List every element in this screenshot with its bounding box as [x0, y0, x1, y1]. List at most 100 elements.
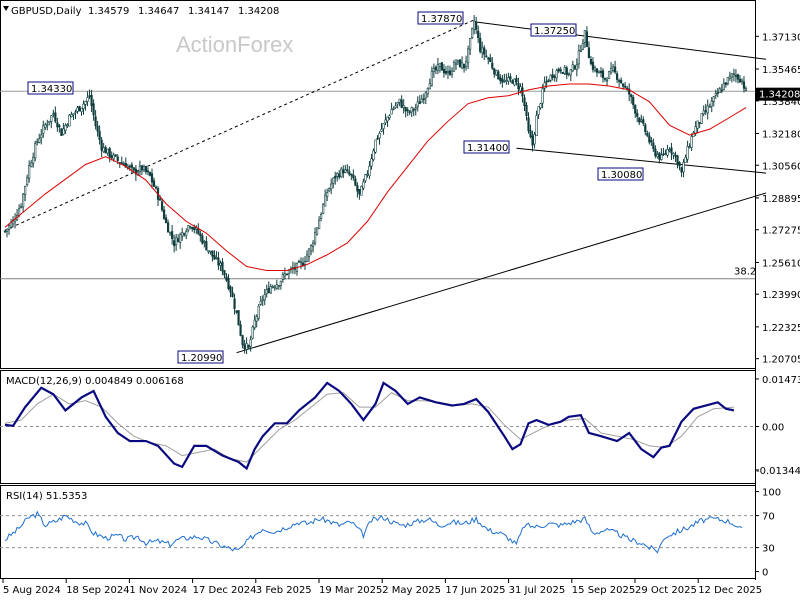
candle-body [263, 294, 266, 301]
candle-body [221, 261, 224, 272]
candle-body [80, 107, 83, 112]
candle-body [577, 50, 580, 65]
candle-body [414, 107, 417, 110]
candle-body [539, 103, 542, 109]
candle-body [712, 96, 715, 102]
rsi-tick-label: 0 [762, 568, 768, 579]
candle-body [142, 166, 146, 171]
candle-body [253, 319, 256, 329]
candle-body [138, 165, 142, 172]
candle-body [58, 125, 61, 128]
candle-body [583, 29, 586, 43]
candle-body [146, 170, 150, 173]
candle-body [140, 165, 144, 171]
candle-body [638, 117, 641, 123]
ohlc-close: 1.34208 [238, 6, 279, 17]
candle-body [591, 61, 595, 70]
candle-body [497, 71, 500, 80]
candle-body [706, 105, 709, 114]
ohlc-low: 1.34147 [188, 6, 229, 17]
candle-body [406, 109, 409, 112]
candle-body [158, 198, 162, 201]
candle-body [573, 65, 576, 70]
candle-body [52, 113, 55, 116]
candle-body [716, 92, 719, 94]
candle-body [569, 69, 572, 76]
price-tick-label: 1.30560 [762, 161, 800, 172]
candle-body [231, 292, 234, 298]
candle-body [17, 208, 21, 216]
candle-body [551, 74, 554, 78]
annotation-label: 1.37250 [534, 26, 575, 37]
candle-body [48, 120, 51, 124]
candle-body [728, 75, 731, 79]
candle-body [726, 77, 729, 84]
candle-body [84, 101, 87, 105]
candle-body [467, 48, 470, 64]
candle-body [128, 165, 131, 168]
candle-body [56, 122, 59, 128]
candle-body [245, 343, 248, 350]
candle-body [132, 167, 135, 171]
candle-body [589, 59, 593, 65]
candle-body [531, 135, 534, 146]
x-tick-label: 15 Sep 2025 [572, 585, 635, 596]
candle-body [189, 226, 192, 228]
candle-body [402, 105, 405, 108]
annotation-label: 1.20990 [181, 353, 222, 364]
candle-body [736, 74, 740, 80]
candle-body [227, 278, 230, 289]
candle-body [211, 250, 214, 257]
candle-body [102, 147, 105, 152]
candle-body [545, 80, 548, 83]
candle-body [501, 78, 504, 83]
candle-body [219, 262, 222, 266]
candle-body [656, 154, 659, 157]
price-axis: 1.37130 1.35465 1.33840 1.32180 1.30560 1.288… [755, 32, 800, 366]
candle-body [130, 164, 133, 168]
candle-body [66, 124, 69, 127]
candle-body [169, 231, 172, 235]
candle-body [599, 71, 603, 73]
candle-body [587, 47, 591, 59]
candle-body [477, 30, 480, 39]
candle-body [444, 71, 448, 74]
price-tick-label: 1.27275 [762, 226, 800, 237]
candle-body [82, 103, 85, 109]
candle-body [86, 97, 89, 102]
candle-body [555, 70, 558, 79]
candle-body [696, 120, 699, 129]
candle-body [183, 233, 186, 235]
price-tick-label: 1.32180 [762, 129, 800, 140]
annotation-1.34330: 1.34330 [27, 81, 74, 95]
candle-body [529, 130, 532, 137]
candle-body [110, 155, 113, 158]
candle-body [702, 110, 705, 115]
candle-body [92, 103, 95, 116]
candle-body [734, 75, 738, 77]
candle-body [495, 70, 498, 76]
rsi-tick-label: 100 [762, 488, 781, 499]
candle-body [311, 242, 315, 247]
x-tick-label: 12 Dec 2025 [698, 585, 762, 596]
candle-body [724, 82, 727, 85]
candle-body [634, 104, 637, 114]
candle-body [628, 88, 631, 95]
candle-body [511, 80, 514, 84]
candle-body [360, 185, 363, 196]
candle-body [523, 97, 526, 107]
candle-body [714, 93, 717, 96]
candle-body [229, 286, 232, 293]
candle-body [28, 165, 31, 179]
candle-body [299, 261, 303, 264]
candle-body [593, 67, 597, 71]
candle-body [442, 68, 446, 74]
candle-body [527, 117, 530, 132]
candle-body [3, 230, 7, 233]
annotation-1.37250: 1.37250 [530, 23, 577, 37]
candle-body [32, 156, 35, 164]
candle-body [181, 232, 184, 237]
candle-body [104, 147, 107, 154]
candle-body [350, 173, 353, 176]
candle-body [597, 71, 601, 74]
